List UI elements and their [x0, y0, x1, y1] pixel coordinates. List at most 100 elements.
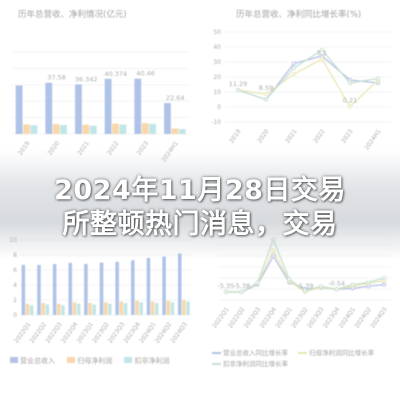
bar	[75, 84, 82, 134]
legend-label-net-growth: 归母净利润同比增长率	[309, 349, 375, 357]
x-tick-label: 2024Q3	[369, 306, 388, 330]
legend-swatch-net	[67, 357, 76, 363]
legend-marker-c	[212, 363, 221, 365]
legend-item-net-growth: 归母净利润同比增长率	[298, 348, 374, 359]
x-tick-label: 2021	[284, 128, 299, 145]
bar	[108, 303, 112, 315]
bar	[37, 264, 41, 315]
y-tick-label: 30	[213, 59, 221, 66]
y-tick-label: 50	[213, 29, 221, 36]
data-label: 36.342	[75, 75, 98, 83]
headline-line-1: 2024年11月28日交易	[54, 175, 346, 206]
legend-marker-b	[298, 352, 308, 354]
bar	[88, 303, 92, 315]
bar	[45, 82, 53, 134]
bar	[112, 123, 119, 134]
bar	[23, 124, 30, 134]
data-label: 11.29	[229, 80, 248, 88]
series-line	[237, 49, 379, 101]
legend-label-revenue: 营业总收入	[20, 357, 55, 365]
series-point	[263, 92, 269, 97]
data-label: 22.64	[166, 94, 185, 102]
series-point	[263, 97, 269, 102]
series-point	[255, 280, 260, 285]
bar	[154, 303, 159, 315]
data-label: 37.58	[47, 74, 66, 82]
bar	[134, 78, 142, 134]
bar-chart-annual-revenue: 201920202021202220232024H137.5836.34240.…	[12, 51, 190, 162]
y-tick-label: -10	[211, 119, 221, 126]
data-label: -5.39	[297, 282, 314, 290]
bar	[52, 124, 60, 134]
legend-item-revenue-growth: 营业总收入同比增长率	[212, 348, 288, 359]
y-tick-label: 0	[13, 312, 17, 319]
data-label: 40.374	[104, 70, 127, 78]
bar	[68, 262, 73, 315]
legend-label-net: 归母净利润	[77, 357, 113, 365]
series-point	[291, 61, 297, 66]
legend-item-deducted-growth: 扣非净利润同比增长率	[212, 359, 396, 370]
panel-title-top-right: 历年总营收、净利同比增长率(%)	[236, 10, 362, 20]
bar	[15, 85, 23, 134]
series-point	[291, 71, 297, 77]
series-point	[347, 80, 353, 86]
data-label: -0.54	[328, 279, 345, 287]
y-tick-label: 0	[217, 104, 221, 111]
y-tick-label: 20	[213, 74, 221, 81]
bar	[92, 304, 97, 315]
bar	[76, 303, 81, 315]
bar	[45, 304, 50, 315]
bar	[135, 300, 139, 315]
series-point	[235, 88, 241, 93]
bar	[84, 264, 88, 315]
y-tick-label: 6	[13, 267, 17, 274]
bar	[182, 300, 186, 315]
bar	[123, 303, 128, 315]
bar	[150, 301, 155, 315]
series-line	[237, 58, 379, 108]
bar	[25, 303, 30, 315]
bar	[146, 258, 151, 315]
series-point	[382, 282, 387, 287]
series-point	[302, 288, 308, 293]
bar	[41, 303, 45, 315]
bar	[166, 300, 171, 315]
legend-label-deducted: 扣非净利润	[134, 357, 170, 365]
bar	[61, 305, 65, 315]
series-point	[319, 56, 325, 62]
legend-label-revenue-growth: 营业总收入同比增长率	[223, 349, 288, 357]
bar	[115, 261, 119, 315]
x-tick-label: 2024H1	[363, 128, 382, 151]
series-point	[347, 104, 353, 109]
legend-marker-a	[212, 352, 221, 354]
series-point	[366, 280, 371, 285]
bar	[162, 256, 166, 315]
bar	[149, 123, 157, 134]
series-point	[223, 289, 228, 294]
data-label: 0.21	[343, 97, 357, 105]
series-point	[382, 275, 387, 281]
x-tick-label: 2023	[340, 128, 355, 145]
legend-swatch-revenue	[10, 357, 18, 363]
series-point	[375, 76, 381, 81]
bar	[82, 124, 90, 134]
bar	[164, 103, 171, 134]
legend-bottom-right: 营业总收入同比增长率 归母净利润同比增长率 扣非净利润同比增长率	[212, 348, 396, 370]
bar	[171, 128, 179, 134]
y-tick-label: 40	[213, 44, 221, 51]
bar	[29, 305, 34, 315]
bar	[119, 301, 124, 315]
x-tick-label: 2024Q3	[169, 321, 188, 345]
series-point	[287, 277, 292, 282]
series-point	[318, 284, 323, 289]
bar	[186, 301, 190, 315]
x-tick-label: 2022	[312, 128, 327, 145]
headline-haze	[0, 150, 400, 260]
y-tick-label: 2	[13, 297, 17, 304]
bar	[57, 303, 61, 315]
series-point	[291, 65, 297, 71]
bar	[104, 78, 112, 134]
bar	[103, 302, 108, 315]
legend-label-deducted-growth: 扣非净利润同比增长率	[223, 360, 288, 368]
x-tick-label: 2020	[256, 128, 271, 145]
